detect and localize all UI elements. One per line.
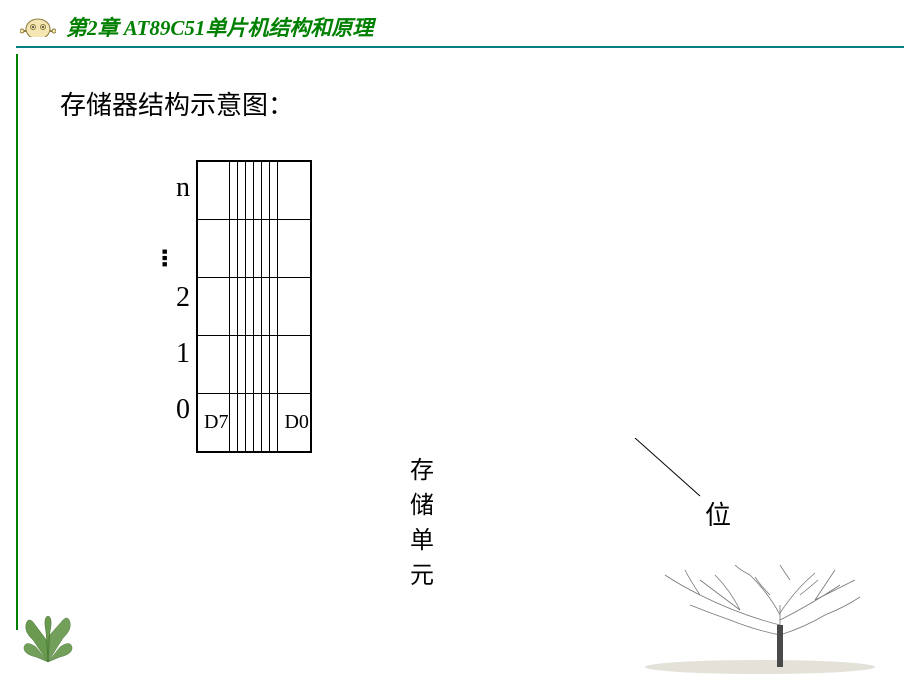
bottom-axis-label: 存储单元 (410, 450, 434, 590)
memory-table: D7 D0 (197, 161, 311, 452)
cell-d0: D0 (278, 394, 310, 452)
left-border-line (16, 54, 18, 630)
row-label-1: 1 (150, 338, 190, 370)
row-label-0: 0 (150, 394, 190, 426)
header-face-icon (20, 13, 56, 42)
subtitle: 存储器结构示意图： (60, 85, 294, 122)
bit-label: 位 (705, 495, 731, 532)
table-row (198, 336, 311, 394)
table-row: D7 D0 (198, 394, 311, 452)
leaf-icon (18, 612, 78, 672)
bit-callout-line (630, 438, 710, 498)
table-row (198, 162, 311, 220)
table-row (198, 278, 311, 336)
tree-icon (640, 565, 880, 680)
slide-header: 第2章 AT89C51单片机结构和原理 (16, 12, 904, 48)
row-label-vdots: ... (155, 247, 189, 266)
header-title: 第2章 AT89C51单片机结构和原理 (66, 12, 373, 42)
cell-d7: D7 (198, 394, 230, 452)
row-label-2: 2 (150, 282, 190, 314)
memory-grid: D7 D0 (196, 160, 312, 453)
row-label-n: n (150, 172, 190, 204)
table-row (198, 220, 311, 278)
